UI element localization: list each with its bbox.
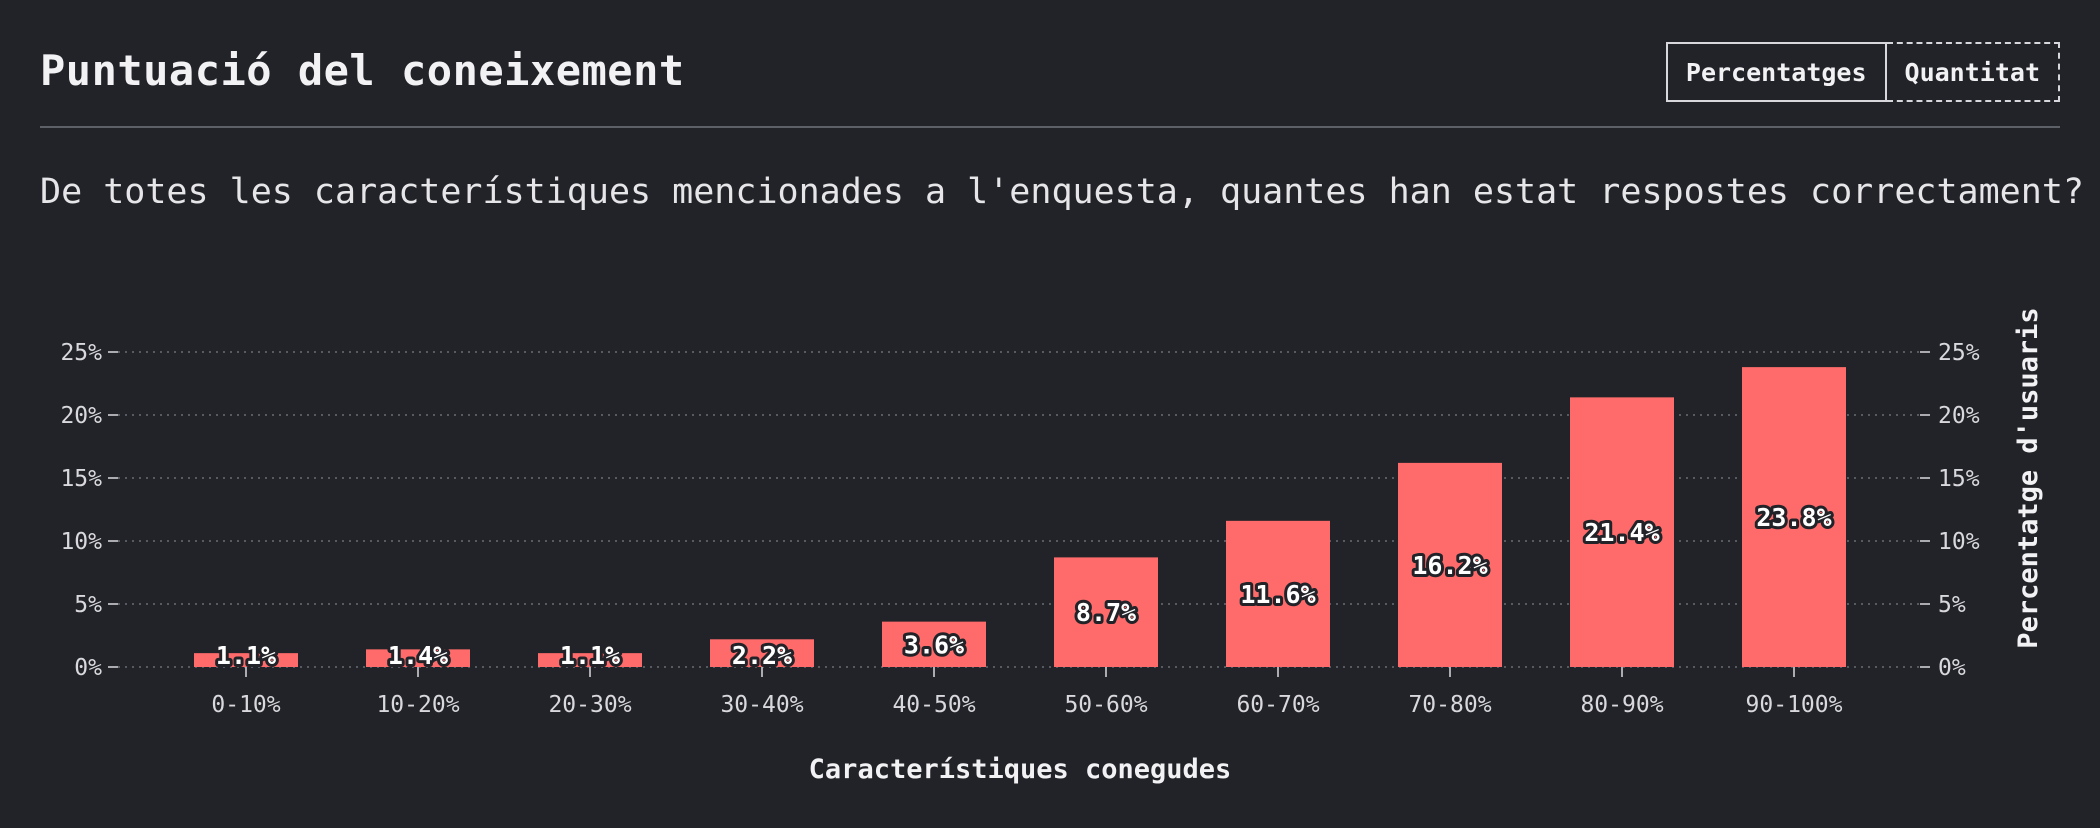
bar xyxy=(1054,557,1158,667)
y-tick-label: 10% xyxy=(1938,529,1980,555)
bar xyxy=(710,639,814,667)
right-y-axis: 0% 5% 10% 15% 20% 25% xyxy=(1920,340,1980,681)
bar-value-label: 16.2% xyxy=(1412,551,1487,580)
bar-data-labels: 1.1% 1.4% 1.1% 2.2% 3.6% 8.7% 11.6% 16.2% 21.4% 2… xyxy=(213,500,1835,673)
x-tick-label: 10-20% xyxy=(376,692,459,718)
page-title: Puntuació del coneixement xyxy=(40,46,685,95)
bar-value-label: 23.8% xyxy=(1756,503,1831,532)
y-tick-label: 20% xyxy=(60,403,102,429)
y-tick-label: 20% xyxy=(1938,403,1980,429)
x-tick-label: 70-80% xyxy=(1408,692,1491,718)
y-tick-label: 15% xyxy=(60,466,102,492)
bar-value-label: 3.6% xyxy=(904,630,964,659)
chart-question: De totes les característiques mencionade… xyxy=(40,172,2084,212)
y-tick-label: 25% xyxy=(1938,340,1980,366)
quantity-toggle-button[interactable]: Quantitat xyxy=(1886,42,2060,102)
x-tick-label: 50-60% xyxy=(1064,692,1147,718)
bar xyxy=(1226,520,1330,667)
x-axis: 0-10% 10-20% 20-30% 30-40% 40-50% 50-60% 60-70… xyxy=(211,667,1843,718)
bar xyxy=(1570,397,1674,667)
bar xyxy=(194,653,298,667)
bar-value-label: 8.7% xyxy=(1076,598,1136,627)
bar xyxy=(1742,367,1846,667)
bars xyxy=(194,367,1846,667)
bar xyxy=(538,653,642,667)
bar-value-label: 1.1% xyxy=(560,641,620,670)
x-tick-label: 40-50% xyxy=(892,692,975,718)
x-tick-label: 30-40% xyxy=(720,692,803,718)
x-tick-label: 0-10% xyxy=(211,692,280,718)
view-toggle: Percentatges Quantitat xyxy=(1665,42,2060,102)
x-axis-title: Característiques conegudes xyxy=(809,754,1232,785)
bar-value-label: 1.1% xyxy=(216,641,276,670)
bar-value-label: 2.2% xyxy=(732,641,792,670)
y-tick-label: 25% xyxy=(60,340,102,366)
chart-header: Puntuació del coneixement Percentatges Q… xyxy=(40,40,2060,128)
y-tick-label: 5% xyxy=(1938,592,1966,618)
bar-value-label: 11.6% xyxy=(1240,580,1315,609)
y-tick-label: 15% xyxy=(1938,466,1980,492)
y-tick-label: 5% xyxy=(74,592,102,618)
bar xyxy=(882,621,986,667)
x-tick-label: 60-70% xyxy=(1236,692,1319,718)
x-tick-label: 80-90% xyxy=(1580,692,1663,718)
x-tick-label: 90-100% xyxy=(1746,692,1843,718)
bar-value-label: 1.4% xyxy=(388,641,448,670)
percentages-toggle-button[interactable]: Percentatges xyxy=(1665,42,1887,102)
y-tick-label: 0% xyxy=(74,655,102,681)
bar xyxy=(1398,462,1502,667)
bar-value-label: 21.4% xyxy=(1584,518,1659,547)
x-tick-label: 20-30% xyxy=(548,692,631,718)
y-tick-label: 10% xyxy=(60,529,102,555)
y-tick-label: 0% xyxy=(1938,655,1966,681)
y-axis-title: Percentatge d'usuaris xyxy=(2013,307,2044,648)
bar xyxy=(366,649,470,667)
left-y-axis: 0% 5% 10% 15% 20% 25% xyxy=(60,340,118,681)
